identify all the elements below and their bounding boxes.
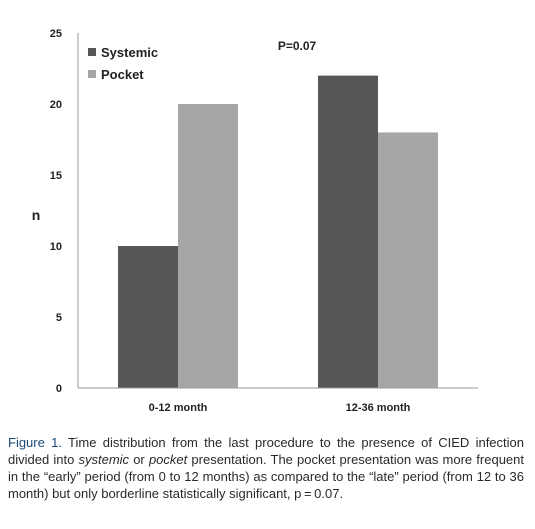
y-tick-label: 5 xyxy=(56,312,62,324)
figure-caption: Figure 1. Time distribution from the las… xyxy=(8,434,524,502)
y-tick-label: 15 xyxy=(50,170,62,182)
bars xyxy=(118,75,438,388)
bar-chart: 0 5 10 15 20 25 0-12 month 12-36 month n Syste… xyxy=(32,28,478,414)
bar-systemic-2 xyxy=(318,75,378,388)
x-tick-label: 0-12 month xyxy=(149,402,208,414)
legend: Systemic Pocket xyxy=(88,45,158,82)
bar-pocket-2 xyxy=(378,132,438,388)
legend-label-systemic: Systemic xyxy=(101,45,158,60)
legend-swatch-pocket xyxy=(88,70,96,78)
y-axis-label: n xyxy=(32,207,41,223)
bar-pocket-1 xyxy=(178,104,238,388)
y-tick-label: 0 xyxy=(56,383,62,395)
caption-text-1: Time distribution from the last procedur… xyxy=(8,435,524,467)
caption-text-2: or xyxy=(129,452,149,467)
x-tick-label: 12-36 month xyxy=(346,402,411,414)
caption-lead: Figure 1. xyxy=(8,435,62,450)
legend-swatch-systemic xyxy=(88,48,96,56)
legend-label-pocket: Pocket xyxy=(101,67,144,82)
y-tick-label: 25 xyxy=(50,28,62,40)
p-value-annotation: P=0.07 xyxy=(278,39,317,53)
y-axis: 0 5 10 15 20 25 xyxy=(50,28,79,395)
caption-italic-systemic: systemic xyxy=(78,452,130,467)
y-tick-label: 20 xyxy=(50,99,62,111)
caption-italic-pocket: pocket xyxy=(148,452,188,467)
y-tick-label: 10 xyxy=(50,241,62,253)
x-axis: 0-12 month 12-36 month xyxy=(78,387,478,414)
bar-systemic-1 xyxy=(118,246,178,388)
caption-text-3: presentation. The pocket presentation wa… xyxy=(8,452,524,501)
